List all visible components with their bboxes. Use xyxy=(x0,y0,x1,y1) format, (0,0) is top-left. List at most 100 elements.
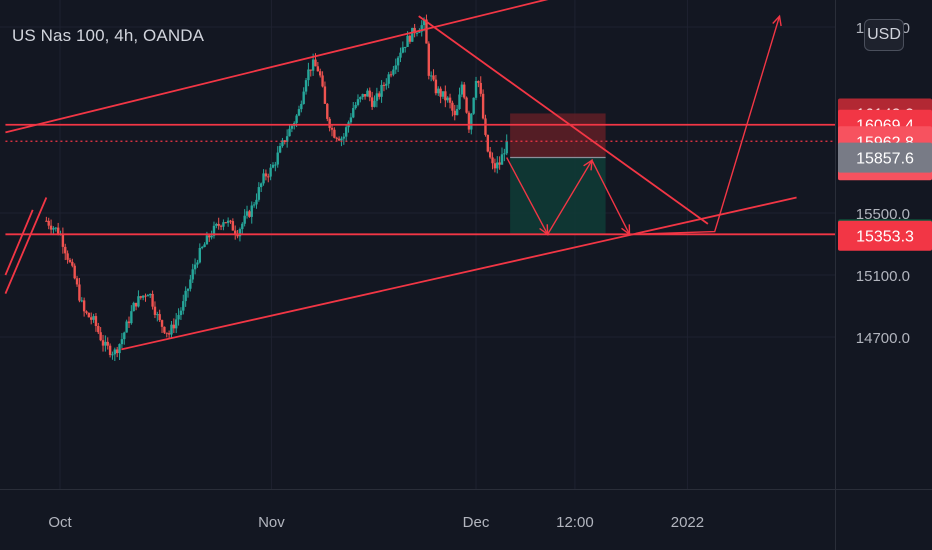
candle-body xyxy=(262,173,265,184)
symbol-title: US Nas 100, 4h, OANDA xyxy=(12,26,205,45)
candle-body xyxy=(274,164,277,166)
time-axis-divider xyxy=(0,489,932,490)
candle-body xyxy=(302,91,305,104)
candle-body xyxy=(113,349,117,355)
candle-body xyxy=(406,35,409,47)
candle-body xyxy=(134,302,138,307)
candle-body xyxy=(354,104,357,109)
candle-body xyxy=(61,234,65,247)
time-tick-label: Nov xyxy=(258,514,285,531)
candle-body xyxy=(503,153,506,155)
candle-body xyxy=(281,140,284,146)
candle-body xyxy=(184,290,187,302)
candle-body xyxy=(470,113,473,130)
candle-body xyxy=(361,94,364,98)
drawing-trendline-down[interactable] xyxy=(418,15,709,225)
time-tick-label: 12:00 xyxy=(556,514,594,531)
candle-body xyxy=(389,74,393,76)
candle-body xyxy=(64,246,67,254)
candle-body xyxy=(160,320,164,327)
candle-body xyxy=(45,220,48,222)
candle-body xyxy=(196,262,199,265)
price-tag-label: 15353.3 xyxy=(856,229,914,246)
candle-body xyxy=(224,222,227,224)
candle-body xyxy=(488,151,492,158)
candle-body xyxy=(108,345,112,355)
candle-body xyxy=(328,118,331,128)
candle-body xyxy=(448,97,452,103)
candle-body xyxy=(255,199,258,205)
drawing-projection[interactable] xyxy=(506,15,781,236)
candle-body xyxy=(451,102,454,111)
candle-body xyxy=(314,59,317,67)
candle-body xyxy=(170,324,173,335)
candle-body xyxy=(151,293,154,307)
take-profit-zone xyxy=(510,157,606,235)
candle-body xyxy=(385,83,388,86)
candle-body xyxy=(370,97,374,107)
candle-body xyxy=(401,47,405,53)
price-tick-label: 15100.0 xyxy=(856,268,910,285)
candle-body xyxy=(403,46,407,48)
candle-body xyxy=(344,127,348,137)
price-tag-bg xyxy=(838,220,932,251)
candle-body xyxy=(285,136,289,142)
price-axis-bg xyxy=(835,0,932,550)
candle-body xyxy=(486,134,490,152)
projection-arrowhead xyxy=(621,224,631,236)
candle-body xyxy=(418,31,421,33)
candle-body xyxy=(283,140,286,142)
candle-body xyxy=(437,88,440,94)
candle-body xyxy=(432,75,435,80)
candle-body xyxy=(73,265,76,279)
candle-body xyxy=(342,136,346,139)
drawing-channel-lower[interactable] xyxy=(121,196,797,351)
candle-body xyxy=(264,173,268,177)
candle-body xyxy=(85,311,88,313)
candle-body xyxy=(92,316,95,320)
drawing-left-channel-a[interactable] xyxy=(4,209,34,276)
candle-body xyxy=(465,97,468,113)
drawing-channel-upper[interactable] xyxy=(5,0,598,134)
price-tags: 16142.216069.415962.803:14:0415857.61536… xyxy=(838,98,932,251)
candle-body xyxy=(115,349,119,354)
stop-loss-zone xyxy=(510,113,606,158)
candle-body xyxy=(271,164,275,168)
candle-body xyxy=(153,306,157,315)
candle-body xyxy=(243,215,246,224)
candle-body xyxy=(278,145,282,153)
candle-body xyxy=(215,223,218,226)
candle-body xyxy=(49,225,53,230)
candle-body xyxy=(219,225,223,227)
candle-body xyxy=(54,227,58,229)
time-axis-bg xyxy=(0,489,835,550)
candle-body xyxy=(340,138,343,141)
candle-body xyxy=(333,129,336,138)
candle-body xyxy=(481,93,485,119)
candle-body xyxy=(378,93,381,97)
candle-body xyxy=(130,311,133,324)
candle-body xyxy=(252,204,256,206)
time-axis[interactable]: Oct Nov Dec 12:00 2022 xyxy=(0,489,835,550)
candle-body xyxy=(484,118,487,135)
candle-body xyxy=(337,138,341,141)
drawings[interactable] xyxy=(4,0,893,351)
currency-button[interactable]: USD xyxy=(864,19,904,51)
candle-body xyxy=(290,125,294,129)
candle-body xyxy=(222,222,225,227)
candle-body xyxy=(474,80,478,98)
projection-arrowhead xyxy=(583,158,593,171)
candle-body xyxy=(493,163,497,169)
drawing-left-channel-b[interactable] xyxy=(4,197,48,294)
candle-body xyxy=(94,316,98,326)
candle-body xyxy=(149,293,152,296)
candle-body xyxy=(356,99,360,105)
price-axis-divider xyxy=(835,0,836,550)
candle-body xyxy=(127,321,131,324)
candle-body xyxy=(455,109,459,116)
candle-body xyxy=(380,84,383,97)
candle-body xyxy=(415,32,419,34)
